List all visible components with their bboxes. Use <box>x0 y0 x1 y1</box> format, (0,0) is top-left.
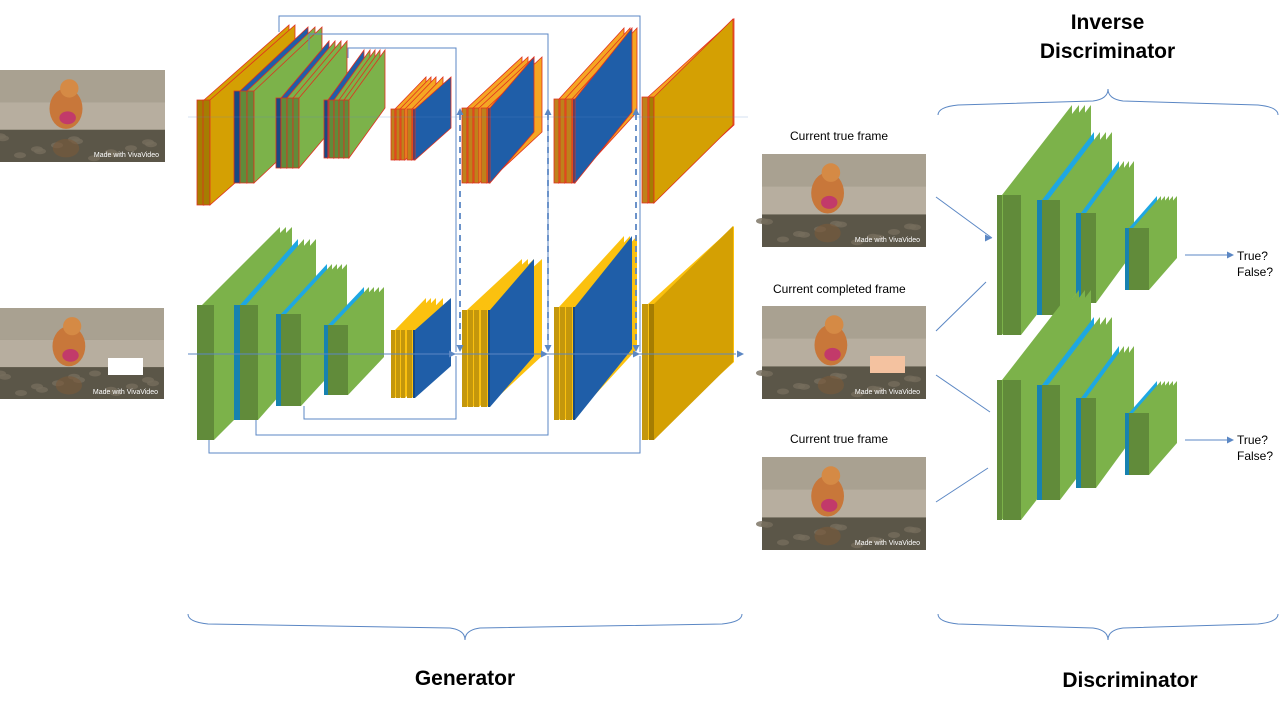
discriminator-brace <box>937 613 1279 641</box>
discriminator-title: Discriminator <box>1062 669 1198 692</box>
true-frame-to-disc <box>935 467 989 503</box>
bottom-skip-connection-middle <box>255 356 549 436</box>
generator-bottom-bottleneck-slab-4 <box>413 298 451 398</box>
current-completed-frame-image: Made with VivaVideo <box>756 306 926 399</box>
watermark-text: Made with VivaVideo <box>94 152 159 159</box>
skip-arrowhead-middle <box>541 350 548 358</box>
input-frame-masked: Made with VivaVideo <box>0 308 164 399</box>
watermark-text: Made with VivaVideo <box>855 389 920 396</box>
current-true-frame-top-image: Made with VivaVideo <box>756 154 926 247</box>
dashed-link-down-0 <box>456 345 464 352</box>
generator-brace <box>187 613 743 641</box>
true-frame-to-inverse-disc <box>935 196 993 239</box>
inverse-discriminator-network-slab-17 <box>1145 196 1177 290</box>
discriminator-top-output: True? False? <box>1237 249 1274 279</box>
true-frame-to-inverse-disc-head <box>985 234 992 242</box>
generator-bottom-encoder-slab-16 <box>343 287 384 395</box>
skip-arrowhead-inner <box>449 350 456 358</box>
current-true-frame-bottom-label: Current true frame <box>790 432 889 446</box>
inverse-discriminator-title: Inverse Discriminator <box>1039 11 1176 63</box>
dashed-link-down-2 <box>632 345 640 352</box>
bottom-skip-connection-outer <box>208 356 641 454</box>
top-skip-connection-inner <box>347 47 457 352</box>
mask-region <box>870 356 905 373</box>
watermark-text: Made with VivaVideo <box>855 540 920 547</box>
current-completed-frame-label: Current completed frame <box>773 282 906 296</box>
watermark-text: Made with VivaVideo <box>855 237 920 244</box>
generator-title: Generator <box>414 667 516 690</box>
inverse-discriminator-network-slab-11 <box>1091 161 1134 303</box>
top-skip-connection-outer <box>278 15 641 352</box>
completed-frame-to-inverse-disc <box>935 281 987 332</box>
generator-top-output-slab-1 <box>648 18 734 204</box>
generator-top-encoder-slab-8 <box>292 39 348 170</box>
bottom-skip-connection-inner <box>303 356 457 420</box>
inverse-discriminator-brace <box>937 88 1279 116</box>
generator-top-encoder-slab-13 <box>343 48 386 160</box>
generator-bottom-output-slab-1 <box>649 226 733 440</box>
completed-frame-to-disc <box>935 374 991 413</box>
skip-arrowhead-outer <box>633 350 640 358</box>
generator-bottom-decoder-2-slab-3 <box>573 236 632 420</box>
mask-region <box>108 358 143 375</box>
watermark-text: Made with VivaVideo <box>93 389 158 396</box>
discriminator-network-slab-17 <box>1145 381 1177 475</box>
current-true-frame-bottom-image: Made with VivaVideo <box>756 457 926 550</box>
generator-output-arrowhead <box>737 350 744 358</box>
input-frame-previous: Made with VivaVideo <box>0 70 165 162</box>
disc-output-head <box>1227 436 1234 444</box>
dashed-link-up-1 <box>544 108 552 115</box>
dashed-link-up-0 <box>456 108 464 115</box>
discriminator-bottom-output: True? False? <box>1237 433 1274 463</box>
dashed-link-up-2 <box>632 108 640 115</box>
discriminator-network-slab-11 <box>1091 346 1134 488</box>
generator-top-bottleneck-slab-4 <box>412 76 452 161</box>
inverse-disc-output-head <box>1227 251 1234 259</box>
dashed-link-down-1 <box>544 345 552 352</box>
generator-top-decoder-1-slab-4 <box>487 55 535 185</box>
generator-top-decoder-2-slab-3 <box>572 26 633 185</box>
current-true-frame-top-label: Current true frame <box>790 129 889 143</box>
generator-bottom-decoder-1-slab-4 <box>488 259 534 407</box>
